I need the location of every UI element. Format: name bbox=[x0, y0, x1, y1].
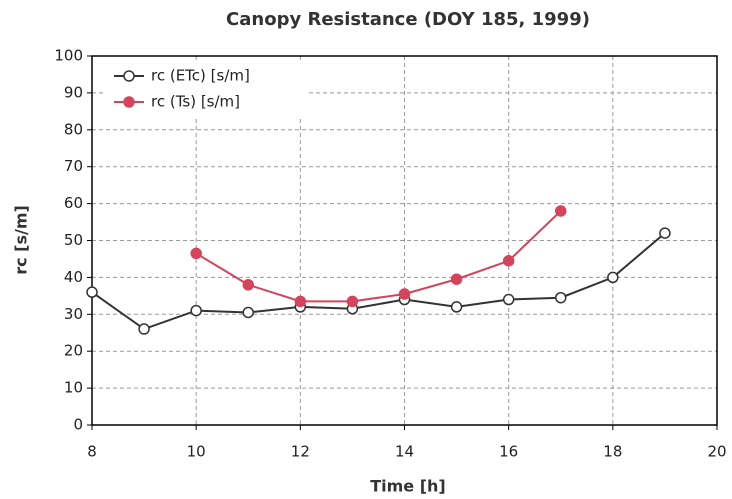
data-point bbox=[242, 279, 254, 291]
data-point bbox=[138, 323, 150, 335]
legend-marker bbox=[123, 70, 135, 82]
y-tick-label: 90 bbox=[64, 83, 83, 101]
data-point bbox=[346, 295, 359, 308]
y-tick-label: 20 bbox=[64, 342, 83, 360]
y-tick-label: 80 bbox=[64, 120, 83, 138]
y-tick-label: 30 bbox=[64, 305, 83, 323]
data-point bbox=[294, 295, 307, 308]
data-point bbox=[242, 306, 254, 319]
y-tick-label: 0 bbox=[73, 416, 83, 434]
data-point bbox=[190, 247, 202, 260]
data-point bbox=[502, 255, 515, 267]
x-tick-label: 18 bbox=[603, 443, 622, 461]
y-tick-label: 10 bbox=[64, 379, 83, 397]
data-point bbox=[502, 293, 515, 306]
x-tick-label: 8 bbox=[87, 443, 97, 461]
x-tick-label: 10 bbox=[187, 443, 206, 461]
legend-box bbox=[106, 62, 306, 118]
data-point bbox=[86, 286, 98, 298]
data-point bbox=[659, 227, 671, 239]
series-line bbox=[195, 210, 562, 303]
data-point bbox=[450, 273, 463, 285]
y-tick-label: 50 bbox=[64, 231, 83, 249]
chart-title: Canopy Resistance (DOY 185, 1999) bbox=[226, 9, 590, 30]
series-line bbox=[91, 232, 666, 331]
y-tick-label: 100 bbox=[54, 47, 83, 65]
plot-frame bbox=[91, 55, 718, 426]
x-tick-label: 20 bbox=[707, 443, 726, 461]
legend-marker bbox=[123, 96, 135, 108]
x-tick-label: 14 bbox=[395, 443, 414, 461]
x-tick-label: 12 bbox=[291, 443, 310, 461]
data-point bbox=[607, 271, 619, 284]
data-point bbox=[398, 288, 411, 300]
data-point bbox=[555, 205, 567, 217]
data-point bbox=[555, 291, 567, 304]
legend-label: rc (Ts) [s/m] bbox=[151, 93, 240, 111]
y-tick-label: 60 bbox=[64, 194, 83, 212]
legend-label: rc (ETc) [s/m] bbox=[151, 67, 250, 85]
x-tick-label: 16 bbox=[499, 443, 518, 461]
y-tick-label: 70 bbox=[64, 157, 83, 175]
y-tick-label: 40 bbox=[64, 268, 83, 286]
data-point bbox=[450, 301, 463, 313]
y-axis-title: rc [s/m] bbox=[12, 205, 31, 275]
x-axis-title: Time [h] bbox=[370, 477, 446, 496]
data-point bbox=[190, 304, 202, 317]
